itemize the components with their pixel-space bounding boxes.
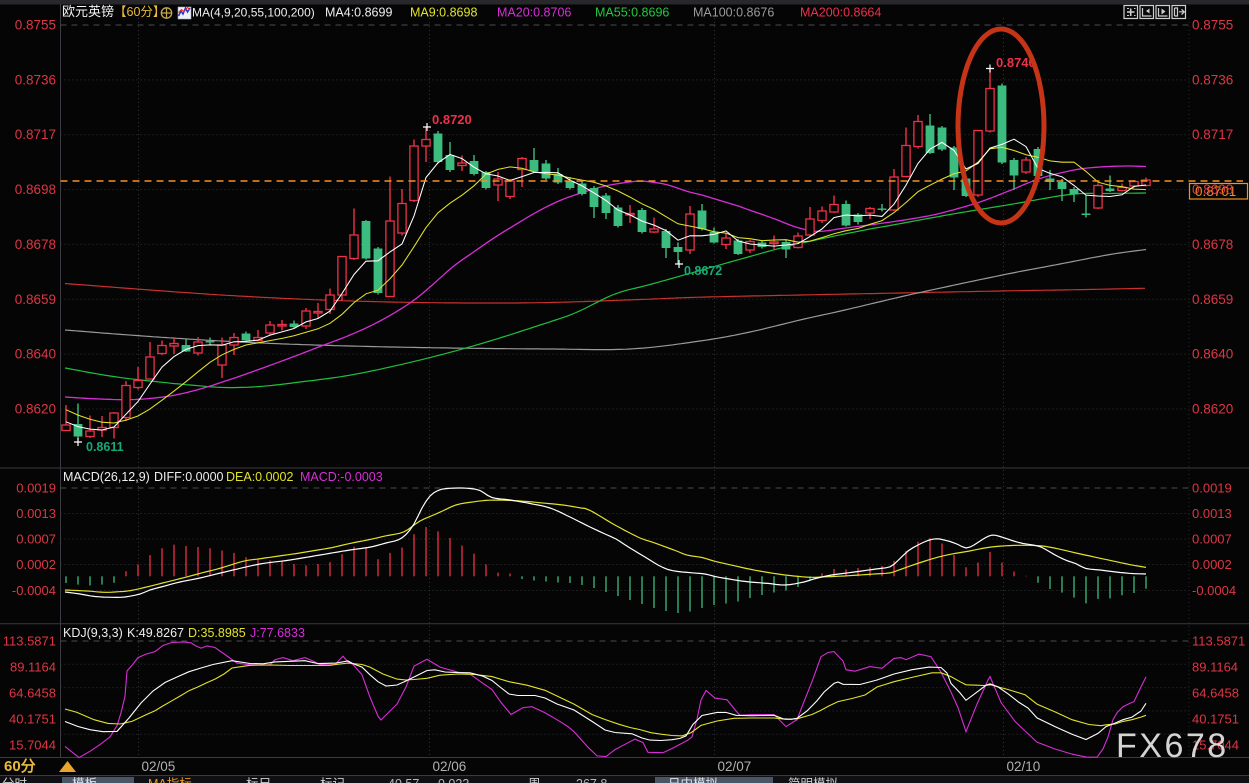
svg-text:64.6458: 64.6458 [9,686,56,701]
svg-text:0.8678: 0.8678 [1192,237,1233,252]
svg-text:0.0002: 0.0002 [16,557,56,572]
svg-text:0.8698: 0.8698 [15,182,56,197]
svg-text:DIFF:0.0000: DIFF:0.0000 [154,470,224,484]
svg-text:欧元英镑: 欧元英镑 [62,4,114,19]
svg-text:0.8640: 0.8640 [1192,347,1233,362]
svg-text:113.5871: 113.5871 [3,634,56,649]
svg-text:40.57: 40.57 [388,777,419,783]
svg-text:0.8736: 0.8736 [1192,72,1233,87]
svg-text:0.0007: 0.0007 [1192,532,1232,547]
svg-text:FX678: FX678 [1116,727,1229,765]
svg-text:0.8755: 0.8755 [1192,18,1233,33]
svg-text:0.0019: 0.0019 [1192,481,1232,496]
svg-text:0.8659: 0.8659 [1192,292,1233,307]
svg-text:周: 周 [528,777,541,783]
svg-text:89.1164: 89.1164 [10,660,56,675]
svg-text:0.8640: 0.8640 [15,347,56,362]
svg-text:113.5871: 113.5871 [1192,634,1245,649]
svg-text:DEA:0.0002: DEA:0.0002 [226,470,293,484]
svg-text:02/07: 02/07 [718,759,752,774]
svg-text:模板: 模板 [72,777,98,783]
svg-text:89.1164: 89.1164 [1192,660,1238,675]
svg-text:0.0007: 0.0007 [16,532,56,547]
svg-text:【60分】: 【60分】 [114,5,165,19]
svg-text:0.8620: 0.8620 [15,402,56,417]
svg-text:MA20:0.8706: MA20:0.8706 [497,6,571,20]
svg-text:60分: 60分 [4,758,36,775]
svg-text:15.7044: 15.7044 [1192,738,1239,753]
svg-text:K:49.8267: K:49.8267 [127,626,184,640]
svg-text:40.1751: 40.1751 [1192,712,1239,727]
svg-text:02/05: 02/05 [142,759,176,774]
svg-text:J:77.6833: J:77.6833 [250,626,305,640]
svg-text:0.0013: 0.0013 [16,506,56,521]
svg-text:0.8740: 0.8740 [996,55,1036,70]
svg-text:0.8717: 0.8717 [15,127,56,142]
svg-text:15.7044: 15.7044 [9,738,56,753]
svg-text:0.8736: 0.8736 [15,72,56,87]
svg-text:日内模拟: 日内模拟 [668,777,719,783]
svg-text:0.0019: 0.0019 [16,481,56,496]
svg-text:MA55:0.8696: MA55:0.8696 [595,6,669,20]
svg-text:-0.0004: -0.0004 [12,583,56,598]
svg-text:0.8672: 0.8672 [684,264,722,278]
svg-text:40.1751: 40.1751 [9,712,56,727]
svg-text:0.8720: 0.8720 [432,112,472,127]
svg-text:0.8717: 0.8717 [1192,127,1233,142]
svg-text:0.8611: 0.8611 [86,440,124,454]
svg-text:MA9:0.8698: MA9:0.8698 [410,6,477,20]
svg-text:标尺: 标尺 [246,777,271,783]
svg-text:0.8659: 0.8659 [15,292,56,307]
svg-text:KDJ(9,3,3): KDJ(9,3,3) [63,626,123,640]
svg-text:0.0002: 0.0002 [1192,557,1232,572]
svg-text:简明模拟: 简明模拟 [788,777,839,783]
svg-text:02/10: 02/10 [1007,759,1041,774]
svg-text:-0.0004: -0.0004 [1192,583,1236,598]
svg-text:0.023: 0.023 [438,777,469,783]
svg-text:标记: 标记 [320,777,346,783]
svg-text:267.8: 267.8 [576,777,607,783]
svg-text:D:35.8985: D:35.8985 [188,626,246,640]
svg-text:MA4:0.8699: MA4:0.8699 [325,6,392,20]
svg-text:MA200:0.8664: MA200:0.8664 [800,6,881,20]
svg-text:MACD(26,12,9): MACD(26,12,9) [63,470,150,484]
svg-text:MA指标: MA指标 [148,776,192,783]
svg-text:0.8620: 0.8620 [1192,402,1233,417]
svg-text:MA100:0.8676: MA100:0.8676 [693,6,774,20]
svg-text:MACD:-0.0003: MACD:-0.0003 [300,470,383,484]
svg-text:0.8678: 0.8678 [15,237,56,252]
svg-text:0.8698: 0.8698 [1192,182,1233,197]
svg-text:MA(4,9,20,55,100,200): MA(4,9,20,55,100,200) [192,6,315,20]
svg-text:02/06: 02/06 [433,759,467,774]
svg-text:0.8701: 0.8701 [1195,184,1236,199]
svg-text:64.6458: 64.6458 [1192,686,1239,701]
svg-text:0.0013: 0.0013 [1192,506,1232,521]
svg-text:分时: 分时 [2,777,28,783]
svg-text:0.8755: 0.8755 [15,18,56,33]
